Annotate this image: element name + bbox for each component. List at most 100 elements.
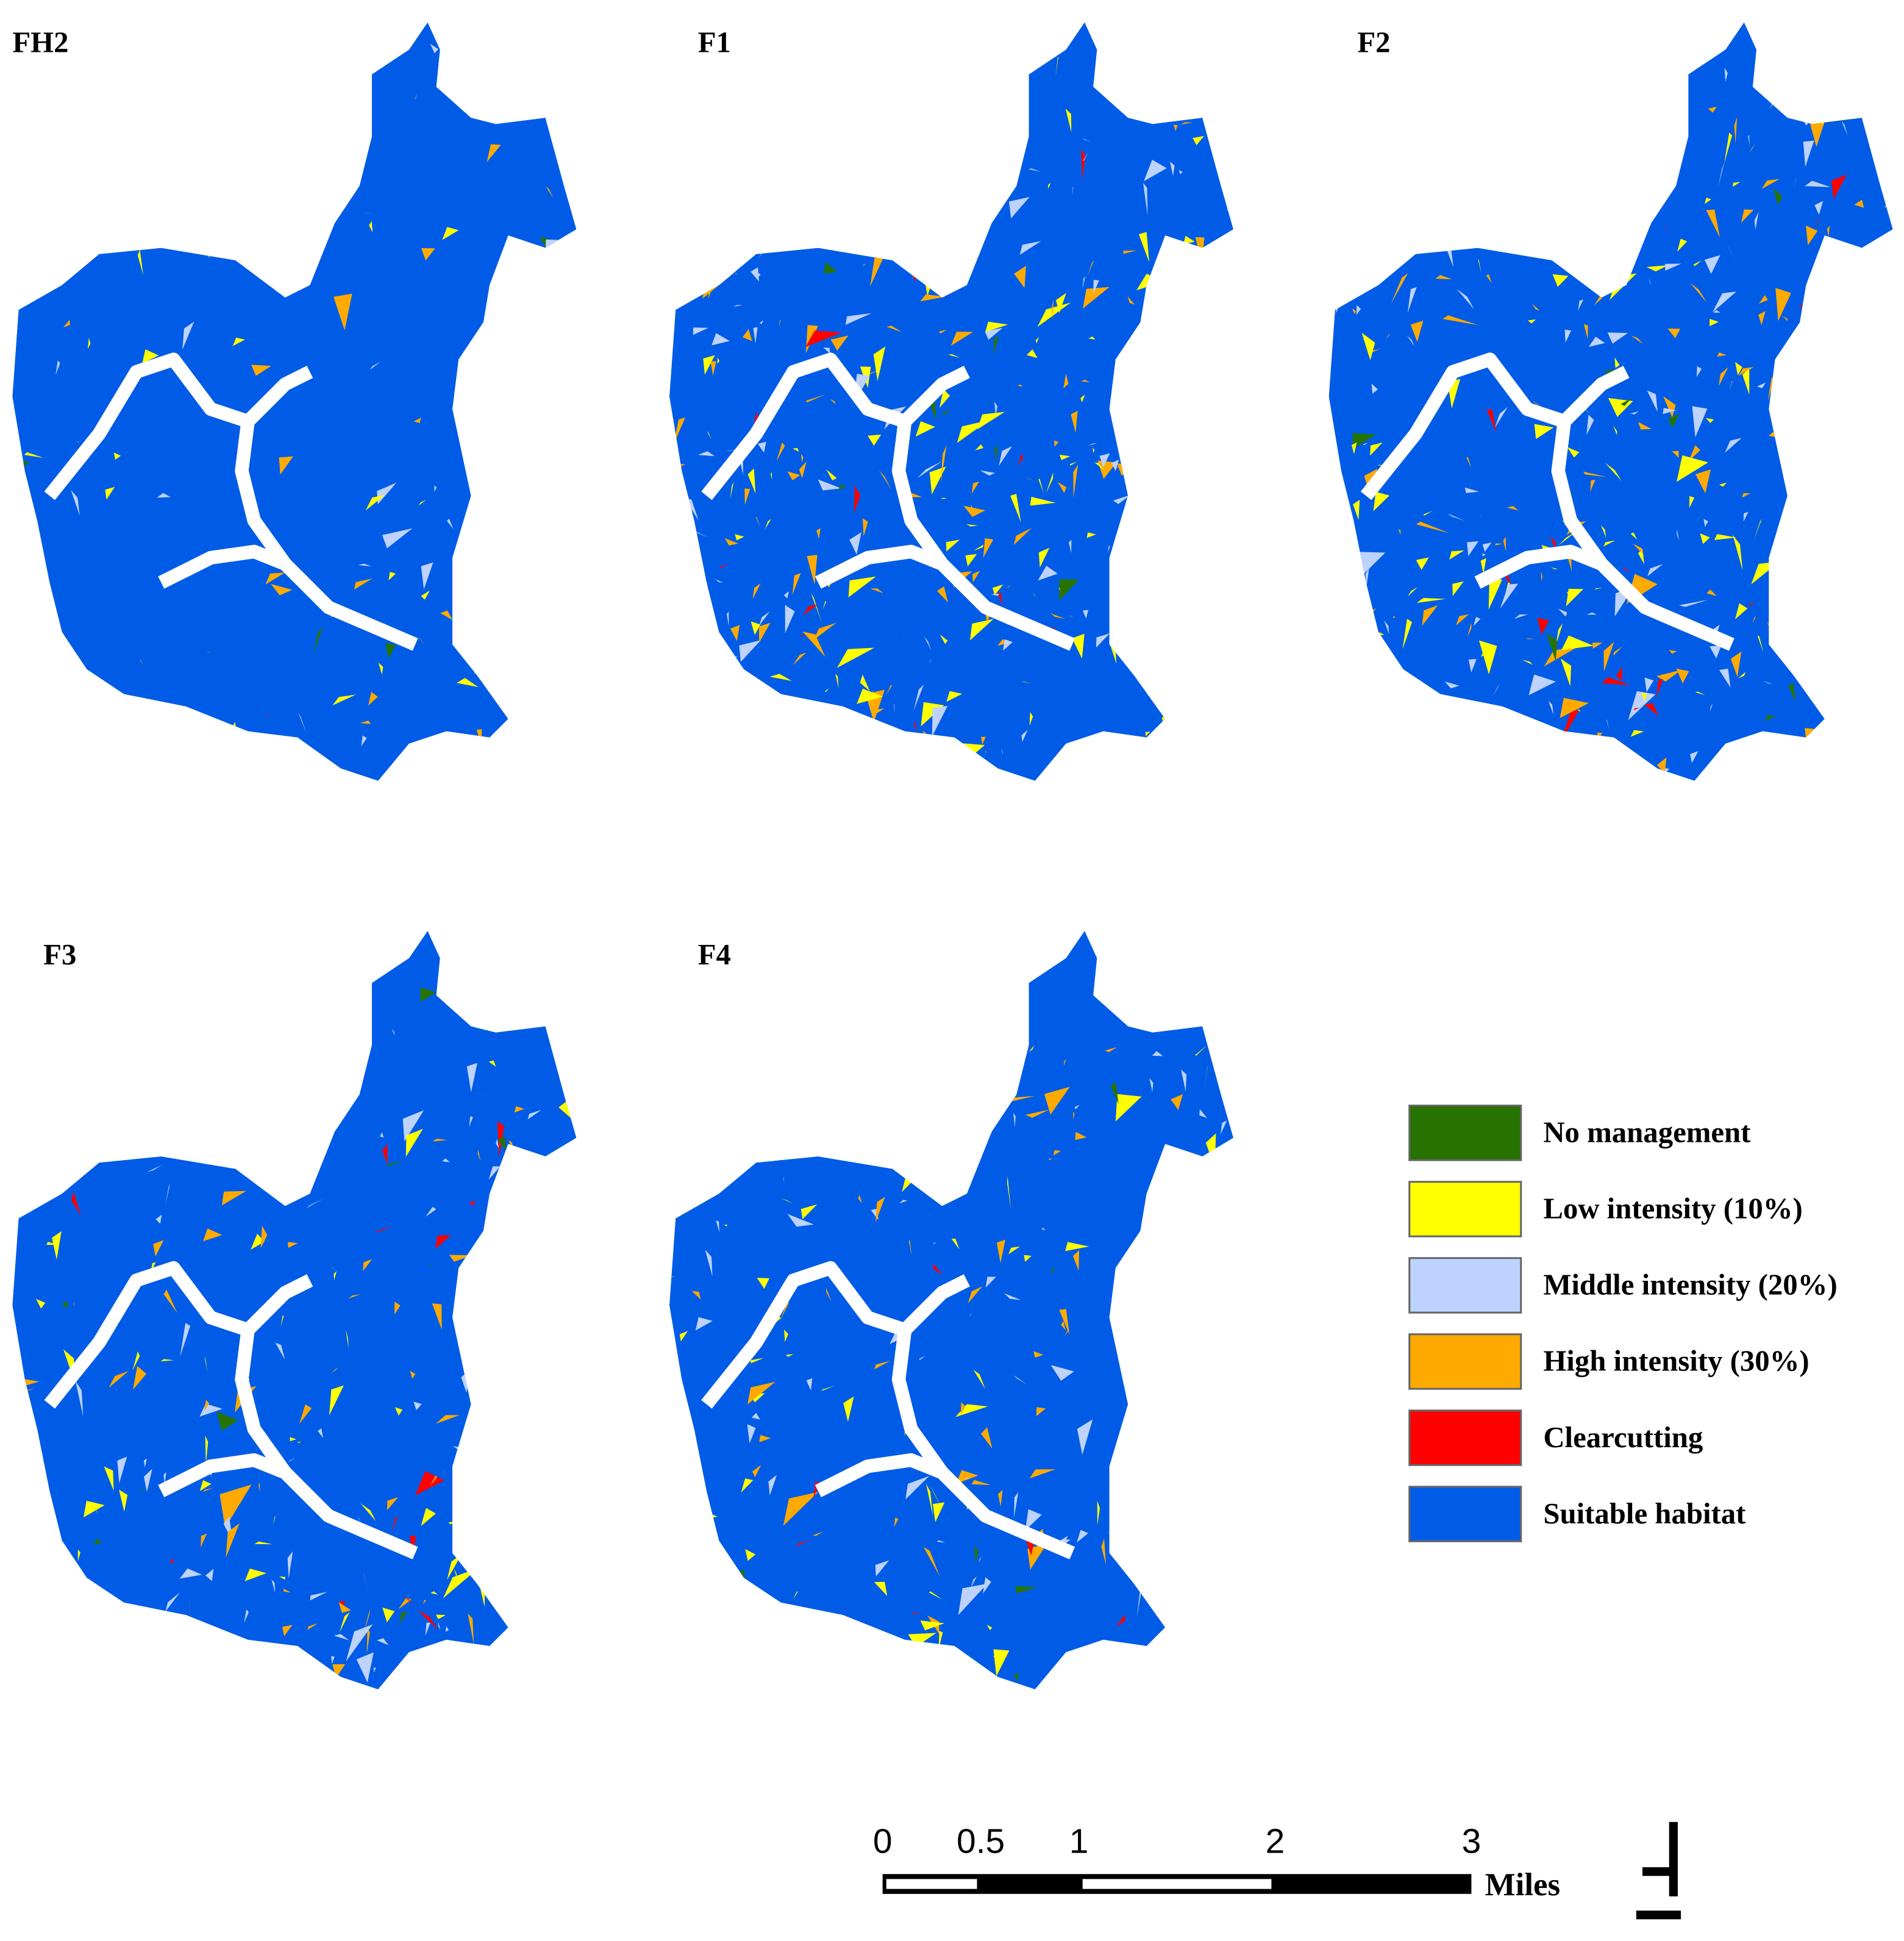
legend-label: Clearcutting: [1543, 1421, 1703, 1454]
management-patch: [790, 1122, 797, 1132]
management-patch: [1697, 366, 1702, 377]
management-patch: [1828, 378, 1852, 390]
management-patch: [1457, 101, 1463, 114]
management-patch: [1729, 380, 1733, 391]
management-patch: [1656, 95, 1660, 102]
management-patch: [469, 1316, 483, 1330]
management-patch: [1548, 701, 1554, 715]
management-patch: [356, 1652, 374, 1683]
management-patch: [696, 1041, 706, 1058]
management-patch: [1157, 99, 1161, 103]
management-patch: [1180, 122, 1193, 125]
management-patch: [1227, 1072, 1232, 1084]
management-patch: [1166, 1639, 1178, 1661]
management-patch: [1187, 393, 1197, 405]
management-patch: [696, 625, 704, 630]
management-patch: [1467, 541, 1478, 557]
management-patch: [502, 1387, 527, 1410]
management-patch: [799, 461, 807, 479]
management-patch: [802, 700, 815, 711]
management-patch: [527, 763, 554, 781]
management-patch: [1756, 382, 1766, 388]
management-patch: [1528, 674, 1556, 696]
management-patch: [783, 96, 796, 126]
management-patch: [1805, 290, 1820, 323]
management-patch: [1472, 764, 1488, 769]
management-patch: [1586, 415, 1594, 435]
management-patch: [357, 985, 368, 988]
management-patch: [558, 1101, 574, 1120]
management-patch: [1599, 238, 1603, 244]
management-patch: [859, 1650, 876, 1663]
management-patch: [1113, 494, 1131, 504]
management-patch: [1877, 779, 1891, 781]
management-patch: [531, 1573, 547, 1591]
management-patch: [1410, 320, 1424, 342]
management-patch: [1528, 94, 1534, 98]
management-patch: [1602, 677, 1630, 685]
management-patch: [1816, 731, 1825, 746]
management-patch: [806, 1378, 813, 1391]
management-patch: [75, 1381, 84, 1417]
management-patch: [1667, 149, 1675, 154]
management-patch: [1689, 496, 1695, 508]
management-patch: [688, 694, 698, 703]
management-patch: [783, 591, 789, 599]
management-patch: [1623, 568, 1628, 572]
management-patch: [697, 1485, 702, 1506]
management-patch: [1395, 76, 1399, 94]
management-patch: [515, 640, 530, 658]
management-patch: [1174, 1468, 1178, 1477]
management-patch: [940, 497, 947, 499]
management-patch: [1014, 1673, 1019, 1683]
management-patch: [368, 691, 378, 706]
management-patch: [1007, 1175, 1011, 1210]
management-patch: [1167, 1292, 1170, 1302]
management-patch: [1121, 1512, 1143, 1525]
management-patch: [680, 586, 692, 589]
management-patch: [1416, 597, 1446, 604]
management-patch: [721, 151, 728, 158]
management-patch: [1591, 112, 1600, 139]
management-patch: [1038, 566, 1058, 581]
management-patch: [366, 1628, 370, 1654]
management-patch: [1347, 76, 1355, 79]
management-patch: [382, 1144, 388, 1164]
management-patch: [1155, 1642, 1167, 1676]
management-patch: [485, 1228, 494, 1241]
management-patch: [725, 727, 761, 747]
management-patch: [1416, 557, 1429, 570]
management-patch: [746, 28, 760, 40]
management-patch: [156, 1075, 169, 1087]
management-patch: [163, 1289, 177, 1313]
management-patch: [382, 528, 413, 549]
management-patch: [1186, 522, 1196, 552]
management-patch: [812, 1531, 823, 1536]
management-patch: [1758, 294, 1768, 304]
management-patch: [1359, 594, 1364, 599]
management-patch: [201, 1533, 207, 1548]
management-patch: [495, 1333, 503, 1343]
management-patch: [1877, 573, 1893, 585]
management-patch: [1817, 218, 1819, 232]
management-patch: [394, 1302, 401, 1315]
management-patch: [856, 1145, 861, 1164]
management-patch: [1203, 1227, 1229, 1241]
management-patch: [974, 190, 984, 212]
management-patch: [279, 456, 294, 475]
management-patch: [904, 131, 914, 143]
management-patch: [1033, 1351, 1044, 1358]
management-patch: [999, 446, 1012, 466]
management-patch: [1029, 711, 1033, 726]
management-patch: [1008, 197, 1030, 219]
management-patch: [975, 29, 997, 52]
management-patch: [110, 1676, 119, 1690]
management-patch: [824, 688, 830, 692]
management-patch: [1218, 143, 1222, 149]
management-patch: [877, 774, 900, 781]
management-patch: [875, 1560, 890, 1576]
management-patch: [1824, 765, 1830, 776]
management-patch: [1211, 452, 1214, 471]
management-patch: [454, 1569, 458, 1582]
management-patch: [857, 688, 883, 704]
